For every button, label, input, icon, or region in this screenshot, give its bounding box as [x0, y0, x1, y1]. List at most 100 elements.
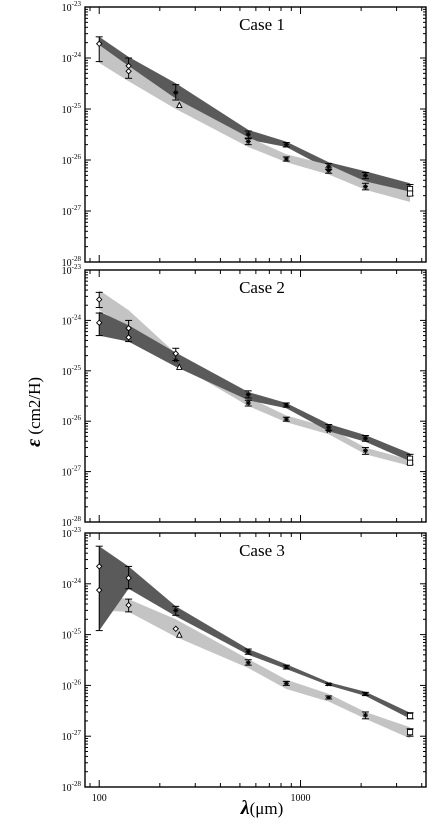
data-points: [95, 36, 414, 197]
y-tick-label: 10-26: [62, 153, 82, 167]
diamond-marker: [125, 574, 132, 582]
panel-2: 10-28 10-27 10-26 10-25 10-24 10-23 Case 2: [62, 263, 427, 529]
y-tick-label: 10-28: [62, 515, 82, 529]
square-marker: [407, 190, 414, 197]
star-marker: [283, 416, 289, 422]
y-tick-label: 10-26: [62, 678, 82, 692]
star-marker: [326, 428, 332, 434]
model-band-1: [99, 36, 411, 194]
y-tick-label: 10-23: [62, 526, 82, 540]
star-marker: [362, 712, 368, 718]
y-tick-label: 10-28: [62, 780, 82, 794]
model-band-2: [99, 311, 411, 462]
x-tick-label: 1000: [291, 793, 311, 804]
panel-title: Case 1: [239, 15, 285, 34]
y-tick-label: 10-27: [62, 729, 82, 743]
y-axis-unit: (cm2/H): [25, 377, 44, 439]
star-marker: [362, 184, 368, 189]
y-ticklabels: 10-28 10-27 10-26 10-25 10-24 10-23: [62, 526, 82, 794]
bands: [99, 36, 411, 202]
y-ticks: [85, 6, 426, 263]
triangle-marker: [175, 101, 183, 109]
bands: [99, 546, 411, 739]
y-tick-label: 10-24: [62, 577, 82, 591]
panel-3: 10-28 10-27 10-26 10-25 10-24 10-23 Case 3: [62, 526, 427, 794]
y-tick-label: 10-23: [62, 263, 82, 277]
y-ticklabels: 10-28 10-27 10-26 10-25 10-24 10-23: [62, 0, 82, 269]
panel-title: Case 3: [239, 541, 285, 560]
diamond-marker: [95, 40, 103, 48]
triangle-marker: [175, 630, 183, 638]
star-marker: [245, 132, 251, 137]
star-marker: [245, 392, 251, 397]
triangle-marker: [175, 363, 183, 370]
diamond-marker: [172, 350, 179, 357]
y-tick-label: 10-27: [62, 204, 82, 218]
diamond-marker: [125, 324, 132, 332]
star-marker: [173, 90, 179, 95]
x-axis-unit: (μm): [250, 799, 284, 818]
panel-title: Case 2: [239, 278, 285, 297]
y-tick-label: 10-24: [62, 313, 82, 327]
diamond-marker: [125, 601, 132, 609]
y-ticks: [85, 269, 426, 523]
model-band-1: [99, 595, 411, 739]
x-tick-label: 100: [92, 793, 107, 804]
model-band-2: [99, 45, 411, 202]
y-ticklabels: 10-28 10-27 10-26 10-25 10-24 10-23: [62, 263, 82, 529]
x-ticks: [89, 7, 423, 262]
data-points: [95, 545, 414, 737]
y-tick-label: 10-25: [62, 364, 82, 378]
star-marker: [245, 139, 251, 144]
diamond-marker: [172, 625, 179, 633]
star-marker: [283, 402, 289, 408]
diamond-marker: [95, 319, 103, 326]
star-marker: [283, 664, 289, 670]
star-marker: [326, 695, 332, 700]
star-marker: [362, 448, 368, 453]
square-marker: [407, 712, 414, 720]
star-marker: [245, 400, 251, 406]
y-tick-label: 10-27: [62, 465, 82, 479]
diamond-marker: [95, 563, 103, 570]
data-points: [95, 291, 414, 466]
star-marker: [173, 608, 179, 613]
star-marker: [362, 173, 368, 178]
y-ticks: [85, 532, 426, 788]
star-marker: [283, 142, 289, 147]
star-marker: [245, 649, 251, 654]
y-axis-symbol: ε: [23, 438, 45, 447]
star-marker: [326, 682, 332, 687]
star-marker: [173, 358, 179, 363]
panel-1: 10-28 10-27 10-26 10-25 10-24 10-23 Case 1: [62, 0, 427, 269]
y-tick-label: 10-26: [62, 414, 82, 428]
x-ticks: [89, 533, 423, 787]
square-marker: [407, 459, 414, 466]
star-marker: [362, 436, 368, 441]
y-tick-label: 10-24: [62, 51, 82, 65]
x-ticks: [89, 270, 423, 522]
model-band-2: [99, 546, 411, 719]
y-tick-label: 10-23: [62, 0, 82, 14]
star-marker: [362, 691, 368, 697]
diamond-marker: [95, 586, 103, 594]
star-marker: [245, 660, 251, 665]
diamond-marker: [125, 68, 132, 75]
plot-frame: [84, 532, 427, 788]
y-tick-label: 10-28: [62, 255, 82, 269]
x-axis-label: λ(μm): [240, 797, 284, 819]
y-axis-label: ε (cm2/H): [23, 377, 45, 447]
diamond-marker: [95, 296, 103, 303]
x-axis-symbol: λ: [240, 797, 250, 819]
x-axis-ticklabels: 100 1000: [92, 793, 311, 804]
diamond-marker: [125, 334, 132, 341]
star-marker: [326, 168, 332, 173]
star-marker: [283, 156, 289, 162]
star-marker: [326, 425, 332, 430]
y-tick-label: 10-25: [62, 102, 82, 116]
bands: [99, 290, 411, 466]
square-marker: [407, 729, 414, 736]
star-marker: [283, 681, 289, 686]
